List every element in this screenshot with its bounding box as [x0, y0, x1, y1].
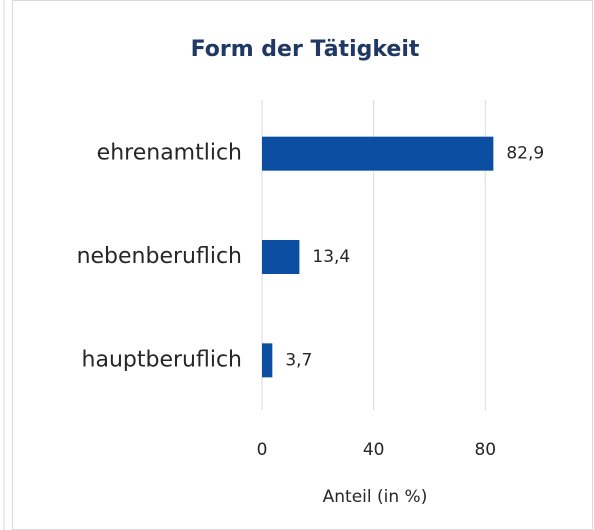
- x-tick-label: 40: [363, 440, 385, 460]
- bar: [262, 343, 273, 378]
- y-tick-label: nebenberuflich: [77, 244, 242, 269]
- data-label: 3,7: [285, 350, 312, 370]
- x-axis-title: Anteil (in %): [323, 487, 428, 507]
- x-tick-label: 0: [257, 440, 268, 460]
- y-tick-label: hauptberuflich: [82, 347, 242, 372]
- data-label: 82,9: [506, 144, 544, 164]
- chart-title: Form der Tätigkeit: [191, 37, 420, 62]
- x-tick-label: 80: [474, 440, 496, 460]
- bar: [262, 240, 300, 274]
- bar: [262, 136, 494, 171]
- y-tick-label: ehrenamtlich: [97, 141, 242, 166]
- data-label: 13,4: [312, 247, 350, 267]
